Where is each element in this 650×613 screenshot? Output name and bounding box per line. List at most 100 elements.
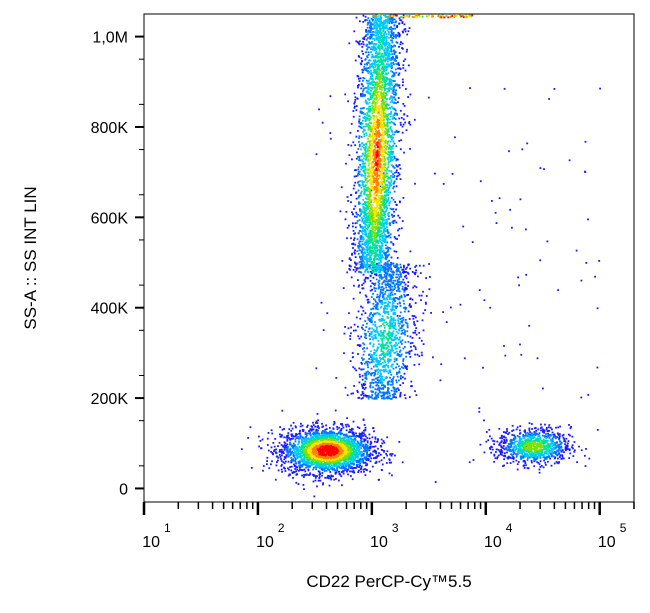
- data-point: [387, 396, 390, 399]
- data-point: [402, 103, 405, 105]
- data-point: [354, 169, 356, 172]
- data-point: [408, 121, 411, 123]
- data-point: [414, 302, 417, 304]
- data-point: [383, 263, 386, 266]
- data-point: [390, 95, 392, 98]
- data-point: [359, 249, 362, 252]
- data-point: [384, 47, 387, 50]
- data-point: [388, 26, 391, 29]
- data-point: [552, 435, 555, 438]
- data-point: [557, 433, 560, 436]
- data-point: [388, 358, 391, 361]
- data-point: [342, 470, 344, 472]
- data-point: [304, 460, 307, 463]
- data-point: [390, 280, 392, 283]
- data-point: [392, 63, 395, 66]
- data-point: [409, 267, 412, 270]
- data-point: [371, 46, 373, 48]
- data-point: [380, 453, 382, 456]
- data-point: [379, 25, 382, 27]
- data-point: [348, 42, 351, 45]
- data-point: [370, 367, 373, 370]
- data-point: [306, 434, 308, 437]
- data-point: [391, 147, 394, 150]
- data-point: [397, 270, 400, 272]
- data-point: [388, 253, 391, 256]
- data-point: [267, 449, 270, 452]
- data-point: [558, 461, 560, 463]
- data-point: [395, 171, 398, 174]
- data-point: [394, 201, 396, 203]
- data-point: [401, 329, 403, 332]
- data-point: [381, 286, 384, 288]
- data-point: [391, 393, 394, 396]
- data-point: [344, 467, 347, 470]
- data-point: [339, 436, 341, 438]
- data-point: [370, 457, 373, 460]
- data-point: [360, 194, 363, 197]
- data-point: [395, 41, 398, 43]
- data-point: [343, 466, 345, 469]
- data-point: [380, 335, 382, 337]
- data-point: [560, 450, 563, 453]
- data-point: [389, 18, 391, 21]
- data-point: [391, 84, 394, 87]
- data-point: [329, 132, 332, 134]
- data-point: [396, 302, 399, 305]
- data-point: [329, 431, 331, 433]
- data-point: [410, 345, 412, 348]
- data-point: [398, 117, 401, 120]
- data-point: [564, 447, 567, 450]
- data-point: [373, 398, 376, 400]
- data-point: [374, 373, 376, 376]
- data-point: [384, 262, 387, 264]
- data-point: [478, 410, 481, 413]
- data-point: [514, 440, 517, 443]
- data-point: [415, 394, 418, 396]
- data-point: [389, 276, 392, 278]
- data-point: [403, 295, 406, 298]
- data-point: [555, 426, 557, 429]
- data-point: [363, 66, 366, 68]
- data-point: [379, 357, 381, 359]
- data-point: [368, 301, 371, 304]
- data-point: [384, 59, 387, 61]
- data-point: [506, 449, 509, 451]
- data-point: [314, 425, 317, 428]
- data-point: [389, 321, 391, 324]
- data-point: [385, 297, 388, 299]
- data-point: [508, 443, 511, 445]
- data-point: [367, 330, 370, 333]
- data-point: [358, 125, 360, 128]
- data-point: [565, 446, 568, 449]
- data-point: [392, 367, 395, 370]
- data-point: [305, 473, 308, 476]
- data-point: [571, 435, 574, 438]
- data-point: [359, 375, 361, 378]
- data-point: [539, 466, 542, 468]
- data-point: [508, 448, 511, 451]
- data-point: [391, 118, 394, 120]
- data-point: [392, 208, 395, 210]
- data-point: [389, 283, 392, 286]
- data-point: [518, 448, 520, 451]
- data-point: [358, 243, 361, 246]
- data-point: [388, 351, 391, 354]
- data-point: [349, 265, 352, 268]
- data-point: [389, 84, 391, 87]
- data-point: [396, 344, 398, 346]
- data-point: [385, 42, 388, 45]
- data-point: [366, 347, 368, 350]
- data-point: [385, 271, 388, 274]
- data-point: [315, 435, 318, 437]
- data-point: [347, 459, 350, 462]
- data-point: [399, 109, 402, 112]
- data-point: [382, 369, 384, 372]
- data-point: [493, 460, 495, 463]
- data-point: [367, 239, 370, 242]
- data-point: [362, 226, 365, 229]
- data-point: [383, 214, 386, 217]
- data-point: [368, 46, 371, 49]
- data-point: [392, 72, 395, 74]
- data-point: [381, 245, 384, 247]
